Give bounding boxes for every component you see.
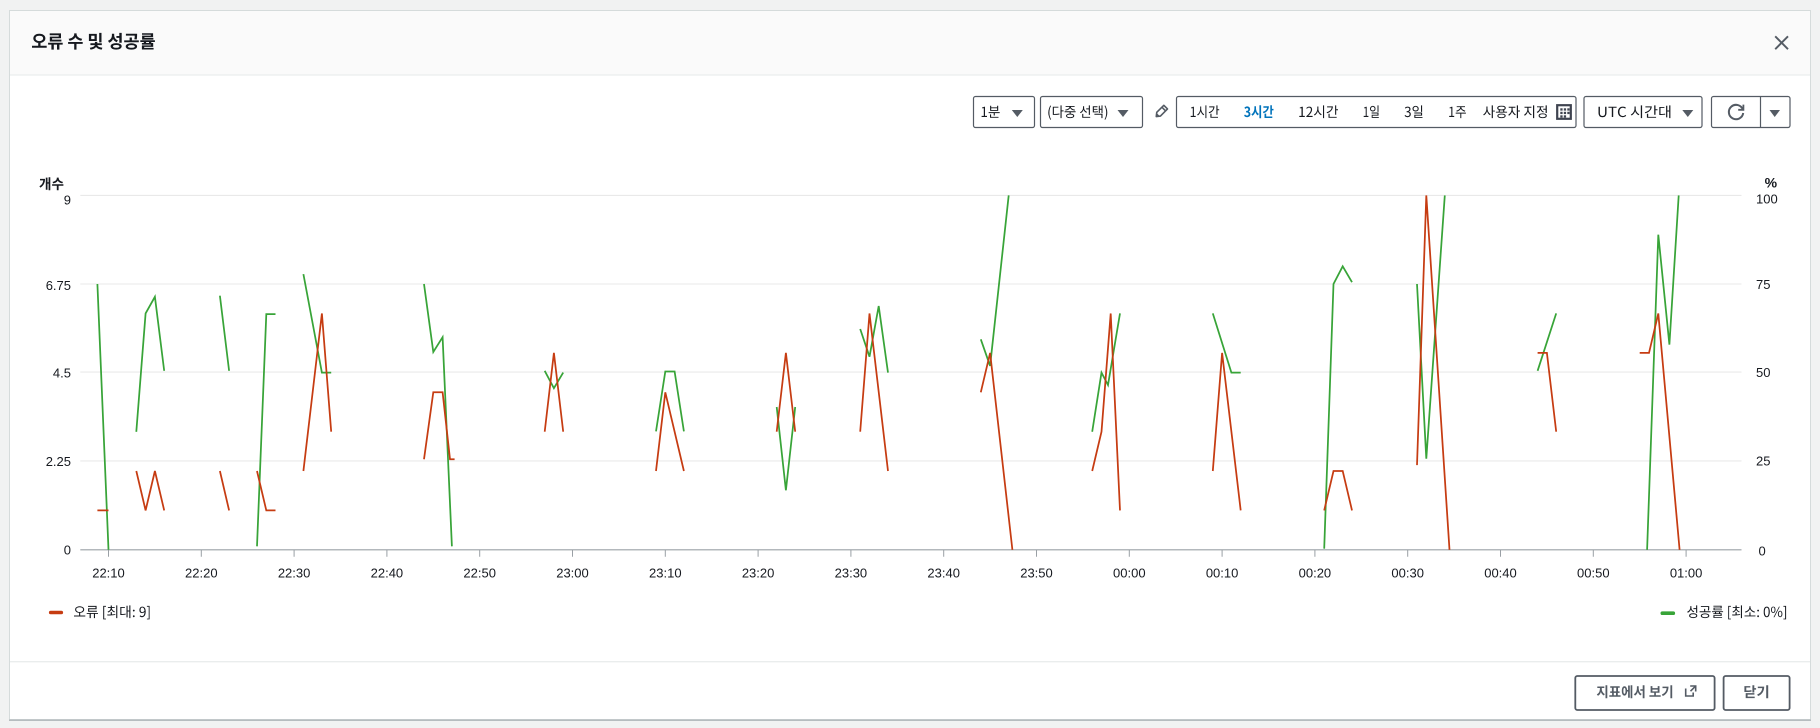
- svg-text:%: %: [1765, 175, 1778, 191]
- svg-text:4.5: 4.5: [53, 366, 71, 381]
- svg-text:9: 9: [64, 193, 71, 208]
- svg-text:00:00: 00:00: [1113, 566, 1146, 581]
- svg-text:23:50: 23:50: [1020, 566, 1053, 581]
- svg-text:100: 100: [1756, 192, 1778, 207]
- svg-text:23:10: 23:10: [649, 566, 682, 581]
- svg-text:25: 25: [1756, 454, 1770, 469]
- svg-text:22:30: 22:30: [278, 566, 311, 581]
- svg-text:22:50: 22:50: [463, 566, 496, 581]
- svg-text:50: 50: [1756, 365, 1770, 380]
- svg-text:22:40: 22:40: [371, 566, 404, 581]
- svg-text:00:40: 00:40: [1484, 566, 1517, 581]
- svg-text:0: 0: [64, 543, 71, 558]
- svg-text:00:10: 00:10: [1206, 566, 1239, 581]
- svg-text:00:20: 00:20: [1299, 566, 1332, 581]
- svg-text:75: 75: [1756, 277, 1770, 292]
- svg-text:6.75: 6.75: [46, 278, 71, 293]
- svg-text:23:00: 23:00: [556, 566, 589, 581]
- svg-text:23:30: 23:30: [835, 566, 868, 581]
- svg-text:0: 0: [1759, 544, 1766, 559]
- svg-text:23:40: 23:40: [927, 566, 960, 581]
- svg-text:22:20: 22:20: [185, 566, 218, 581]
- svg-text:00:50: 00:50: [1577, 566, 1610, 581]
- svg-text:2.25: 2.25: [46, 454, 71, 469]
- svg-text:00:30: 00:30: [1391, 566, 1424, 581]
- svg-text:01:00: 01:00: [1670, 566, 1703, 581]
- svg-text:22:10: 22:10: [92, 566, 125, 581]
- svg-text:23:20: 23:20: [742, 566, 775, 581]
